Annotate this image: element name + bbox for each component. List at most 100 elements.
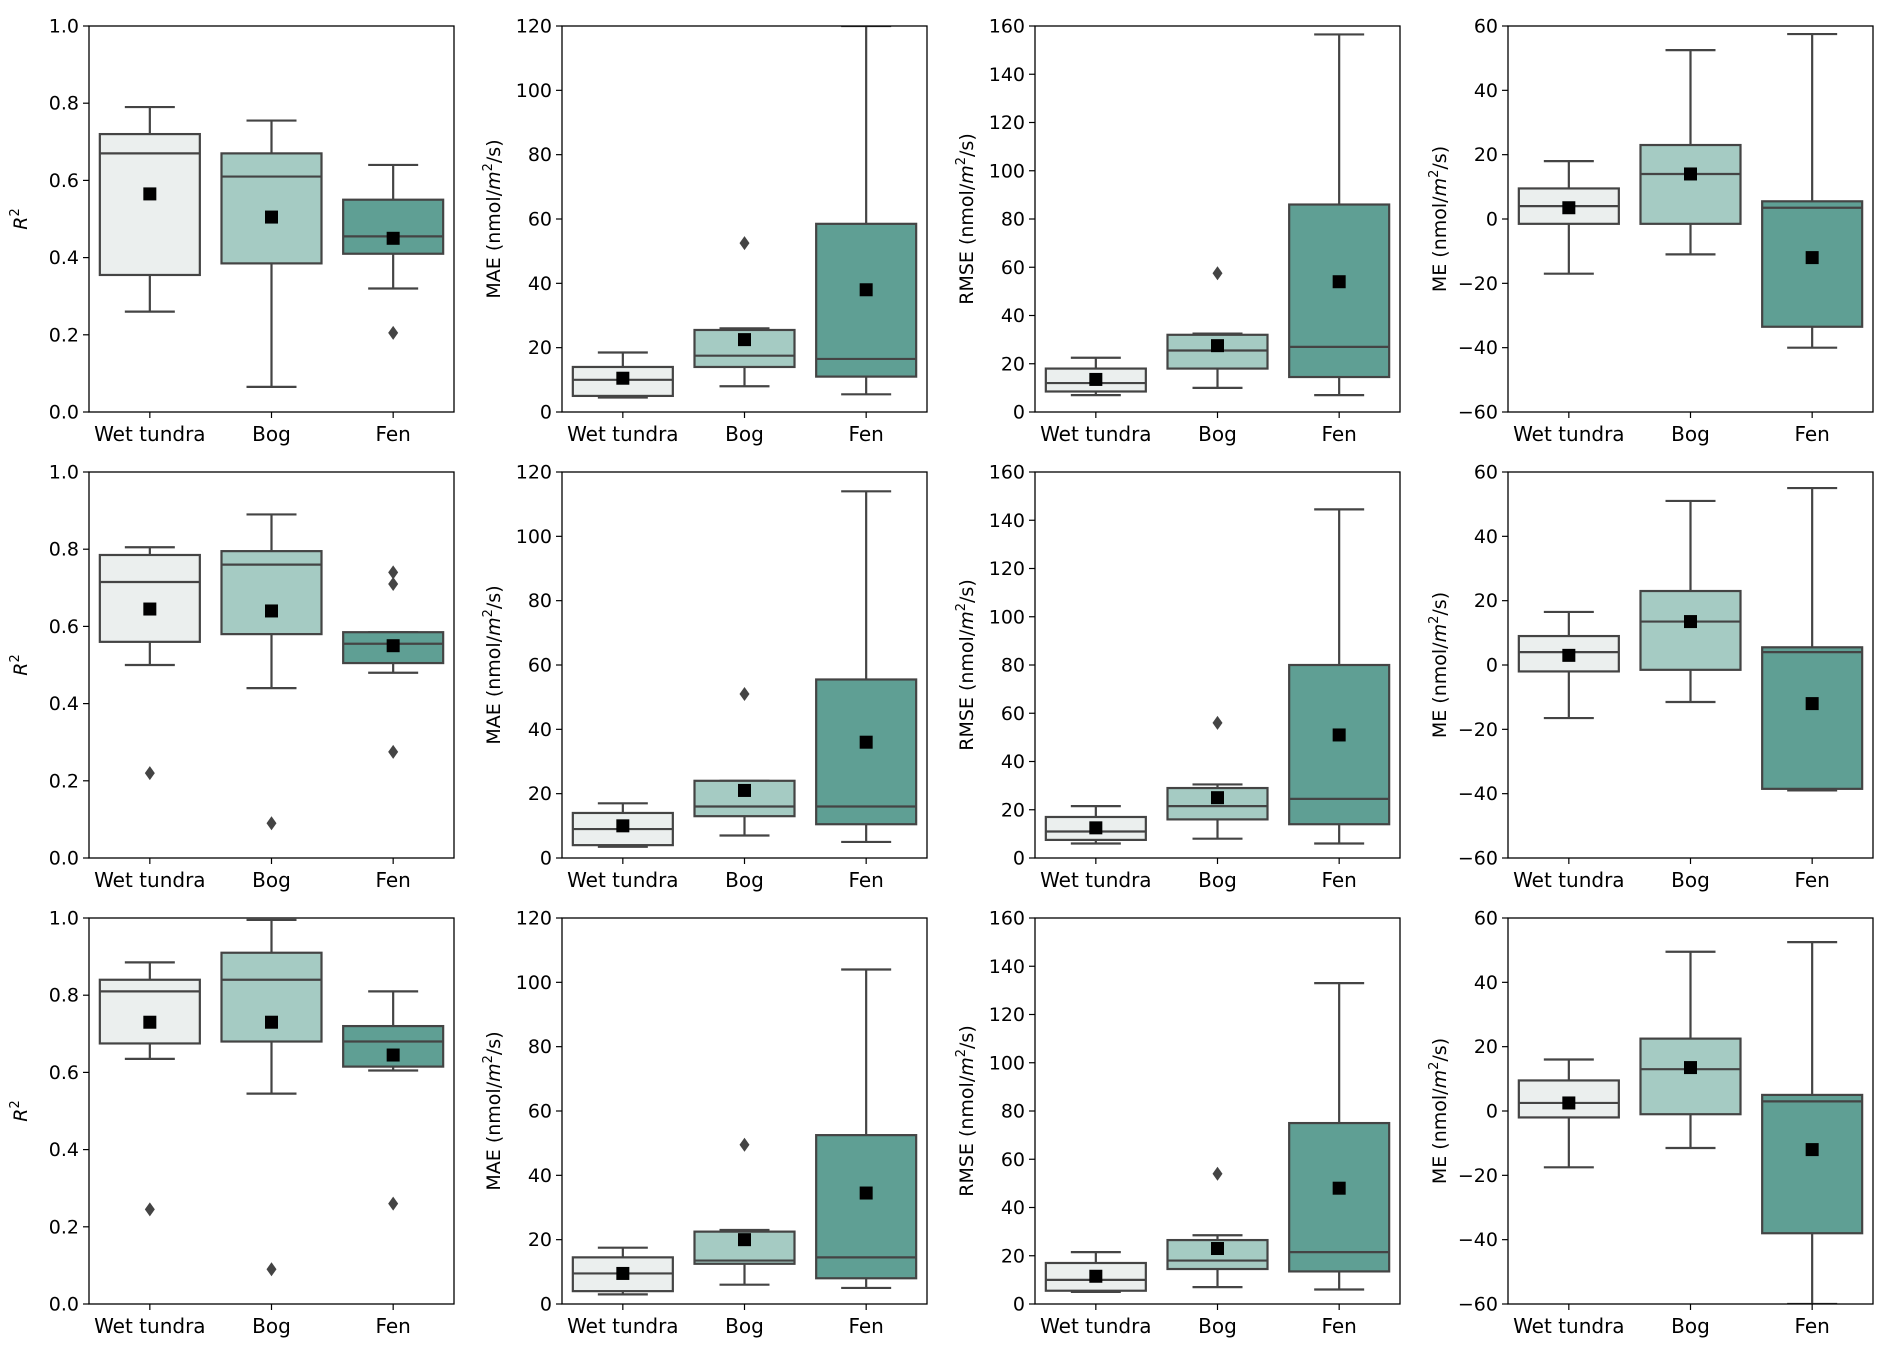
y-tick-label: 0.6 bbox=[49, 170, 79, 192]
outlier-point bbox=[1212, 1166, 1223, 1181]
y-tick-label: 100 bbox=[989, 606, 1025, 628]
y-tick-label: 0.2 bbox=[49, 770, 79, 792]
y-tick-label: 0.0 bbox=[49, 402, 79, 424]
x-tick-label: Fen bbox=[1321, 868, 1356, 892]
outlier-point bbox=[739, 686, 750, 701]
mean-marker bbox=[265, 210, 278, 224]
y-tick-label: 0.2 bbox=[49, 1216, 79, 1238]
y-tick-label: 160 bbox=[989, 908, 1025, 930]
x-tick-label: Wet tundra bbox=[1040, 868, 1151, 892]
subplot-me-row1: −60 −40 −20 0 20 40 60 Wet tundra Bog Fen ME (nmol… bbox=[1427, 16, 1874, 446]
box-wet-tundra bbox=[98, 978, 201, 1045]
axes-frame bbox=[1507, 471, 1874, 859]
x-tick-label: Fen bbox=[375, 1314, 410, 1338]
mean-marker bbox=[1684, 1061, 1697, 1075]
mean-marker bbox=[616, 819, 630, 833]
box-fen bbox=[815, 1134, 918, 1280]
outlier-point bbox=[388, 744, 399, 759]
mean-marker bbox=[386, 1048, 400, 1062]
y-tick-label: 60 bbox=[528, 655, 552, 677]
y-tick-label: 120 bbox=[989, 558, 1025, 580]
y-axis-label: RMSE (nmol/m2/s) bbox=[954, 579, 978, 750]
mean-marker bbox=[1332, 1181, 1346, 1195]
y-tick-label: 0.6 bbox=[49, 616, 79, 638]
x-tick-label: Wet tundra bbox=[1040, 422, 1151, 446]
y-tick-label: 100 bbox=[989, 1052, 1025, 1074]
y-tick-label: 20 bbox=[528, 783, 552, 805]
y-axis-label: MAE (nmol/m2/s) bbox=[481, 139, 505, 298]
plot-area bbox=[1044, 508, 1391, 845]
axes-frame bbox=[1034, 25, 1401, 413]
x-tick-label: Fen bbox=[848, 422, 883, 446]
mean-marker bbox=[1805, 1143, 1819, 1157]
y-axis-label: RMSE (nmol/m2/s) bbox=[954, 1025, 978, 1196]
y-tick-label: 80 bbox=[528, 144, 552, 166]
x-tick-label: Bog bbox=[1198, 868, 1237, 892]
y-tick-label: 20 bbox=[528, 1229, 552, 1251]
y-tick-label: 0.4 bbox=[49, 693, 79, 715]
y-axis-label: R2 bbox=[8, 654, 32, 675]
y-tick-label: 40 bbox=[528, 273, 552, 295]
x-tick-label: Fen bbox=[375, 422, 410, 446]
mean-marker bbox=[143, 602, 157, 616]
mean-marker bbox=[1805, 697, 1819, 711]
box-wet-tundra bbox=[98, 553, 201, 643]
mean-marker bbox=[738, 783, 751, 797]
box-fen bbox=[815, 678, 918, 826]
y-tick-label: 120 bbox=[516, 908, 552, 930]
y-axis-label: ME (nmol/m2/s) bbox=[1427, 1038, 1451, 1184]
outlier-point bbox=[388, 1196, 399, 1211]
y-tick-label: 60 bbox=[1474, 16, 1498, 38]
subplot-rmse-row1: 0 20 40 60 80 100 120 140 160 Wet tundra Bog Fen RMS… bbox=[954, 16, 1401, 446]
mean-marker bbox=[265, 1015, 278, 1029]
mean-marker bbox=[386, 639, 400, 653]
x-tick-label: Bog bbox=[1671, 1314, 1710, 1338]
y-tick-label: 40 bbox=[1474, 526, 1498, 548]
box-fen bbox=[342, 198, 445, 255]
x-tick-label: Wet tundra bbox=[1513, 1314, 1624, 1338]
mean-marker bbox=[859, 1186, 873, 1200]
plot-area bbox=[571, 968, 918, 1296]
y-tick-label: 20 bbox=[1474, 144, 1498, 166]
subplot-rmse-row3: 0 20 40 60 80 100 120 140 160 Wet tundra Bog Fen RMS… bbox=[954, 908, 1401, 1338]
subplot-r2-row2: 0.0 0.2 0.4 0.6 0.8 1.0 Wet tundra Bog Fen R2 bbox=[8, 462, 455, 892]
y-tick-label: 80 bbox=[528, 590, 552, 612]
subplot-rmse-row2: 0 20 40 60 80 100 120 140 160 Wet tundra Bog Fen RMS… bbox=[954, 462, 1401, 892]
box-fen bbox=[1288, 1121, 1391, 1273]
y-tick-label: 0.8 bbox=[49, 93, 79, 115]
y-tick-label: 60 bbox=[1001, 1149, 1025, 1171]
y-tick-label: 0.4 bbox=[49, 247, 79, 269]
y-tick-label: 0 bbox=[1486, 209, 1498, 231]
y-tick-label: 60 bbox=[1474, 462, 1498, 484]
y-tick-label: 40 bbox=[1001, 1197, 1025, 1219]
x-tick-label: Fen bbox=[848, 868, 883, 892]
y-tick-label: 80 bbox=[1001, 209, 1025, 231]
x-tick-label: Bog bbox=[252, 868, 291, 892]
x-tick-label: Bog bbox=[1671, 868, 1710, 892]
mean-marker bbox=[1332, 275, 1346, 289]
mean-marker bbox=[859, 283, 873, 297]
mean-marker bbox=[1211, 1242, 1224, 1256]
x-tick-label: Wet tundra bbox=[1040, 1314, 1151, 1338]
mean-marker bbox=[1089, 1269, 1103, 1283]
y-tick-label: 120 bbox=[989, 1004, 1025, 1026]
plot-area bbox=[1517, 941, 1864, 1304]
mean-marker bbox=[616, 1266, 630, 1280]
y-tick-label: 60 bbox=[528, 1101, 552, 1123]
y-tick-label: 40 bbox=[528, 1165, 552, 1187]
mean-marker bbox=[1684, 167, 1697, 181]
y-tick-label: 160 bbox=[989, 16, 1025, 38]
y-tick-label: 120 bbox=[516, 462, 552, 484]
x-tick-label: Fen bbox=[1794, 868, 1829, 892]
x-tick-label: Wet tundra bbox=[1513, 422, 1624, 446]
mean-marker bbox=[1562, 648, 1576, 662]
y-tick-label: −20 bbox=[1458, 719, 1498, 741]
y-tick-label: 20 bbox=[1474, 590, 1498, 612]
outlier-point bbox=[266, 816, 277, 831]
y-tick-label: 40 bbox=[1474, 80, 1498, 102]
y-tick-label: 160 bbox=[989, 462, 1025, 484]
plot-area bbox=[1517, 486, 1864, 792]
y-tick-label: 1.0 bbox=[49, 462, 79, 484]
y-tick-label: 0 bbox=[540, 1294, 552, 1316]
x-tick-label: Fen bbox=[375, 868, 410, 892]
